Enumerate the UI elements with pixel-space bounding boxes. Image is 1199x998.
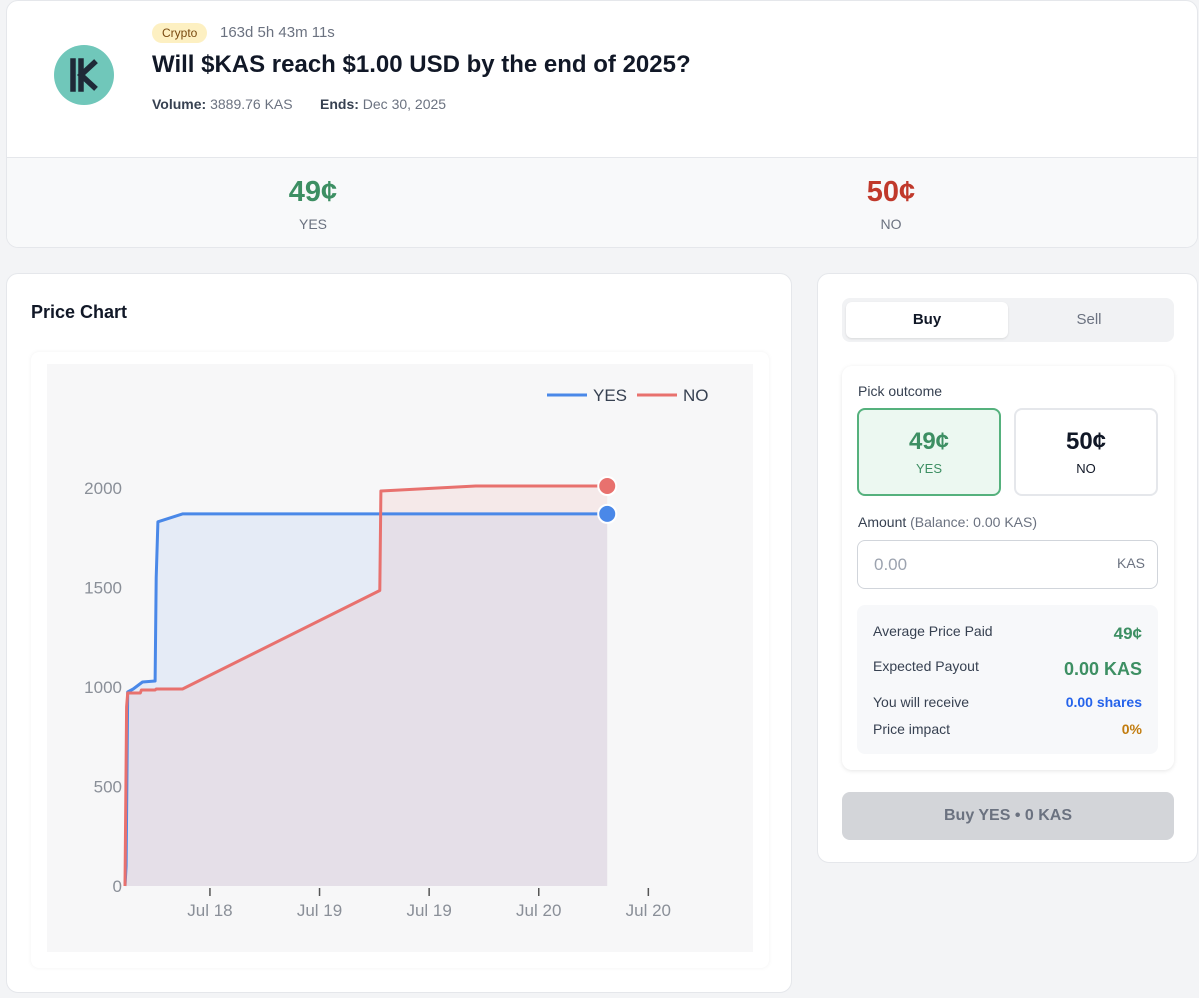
receive-label: You will receive: [873, 694, 969, 710]
buy-sell-tabs: Buy Sell: [842, 298, 1174, 342]
price-chart-card: Price Chart 0 500 1000 1500 2000 Jul 18 Jul 19…: [6, 273, 792, 993]
series-area-yes: [125, 513, 608, 886]
y-tick-label: 2000: [84, 479, 122, 498]
avg-price-value: 49¢: [1113, 624, 1142, 643]
legend-label-yes: YES: [593, 386, 627, 405]
volume-label: Volume:: [152, 96, 207, 112]
amount-label-row: Amount (Balance: 0.00 KAS): [858, 514, 1037, 530]
series-line-no: [123, 484, 608, 887]
x-tick-label: Jul 20: [516, 901, 561, 920]
volume-info: Volume: 3889.76 KAS: [152, 96, 293, 112]
kaspa-logo-icon: [54, 45, 114, 105]
end-date-info: Ends: Dec 30, 2025: [320, 96, 446, 112]
countdown-timer: 163d 5h 43m 11s: [220, 24, 335, 41]
market-header-card: Crypto 163d 5h 43m 11s Will $KAS reach $…: [6, 0, 1198, 248]
outcome-no-price: 50¢: [1065, 428, 1107, 455]
yes-label: YES: [298, 216, 327, 232]
outcome-yes-button[interactable]: 49¢ YES: [857, 408, 1001, 496]
payout-value: 0.00 KAS: [1063, 659, 1142, 679]
order-form: Pick outcome 49¢ YES 50¢ NO Amount (Bala…: [842, 366, 1174, 770]
y-tick-label: 0: [113, 877, 122, 896]
order-summary: Average Price Paid 49¢ Expected Payout 0…: [857, 605, 1158, 754]
tab-sell[interactable]: Sell: [1076, 311, 1102, 328]
balance-label: (Balance: 0.00 KAS): [910, 514, 1037, 530]
category-badge[interactable]: Crypto: [152, 23, 208, 43]
no-price: 50¢: [866, 176, 916, 208]
market-question: Will $KAS reach $1.00 USD by the end of …: [152, 51, 691, 78]
chart-plot-background: [47, 364, 753, 952]
outcome-no-label: NO: [1076, 461, 1096, 476]
amount-field[interactable]: KAS: [857, 540, 1158, 589]
impact-value: 0%: [1121, 721, 1142, 737]
yes-price: 49¢: [288, 176, 338, 208]
chart-title: Price Chart: [31, 302, 128, 322]
outcome-no-button[interactable]: 50¢ NO: [1014, 408, 1158, 496]
amount-unit: KAS: [1116, 555, 1145, 571]
price-summary-strip: 49¢ YES 50¢ NO: [7, 157, 1197, 247]
avg-price-label: Average Price Paid: [873, 623, 993, 639]
series-area-no: [125, 486, 608, 886]
receive-value: 0.00 shares: [1065, 694, 1142, 710]
pick-outcome-label: Pick outcome: [858, 383, 943, 399]
ends-label: Ends:: [320, 96, 359, 112]
price-chart[interactable]: 0 500 1000 1500 2000 Jul 18 Jul 19 Jul 19 Jul 20…: [31, 352, 769, 968]
no-label: NO: [880, 216, 902, 232]
series-endpoint-no: [597, 476, 618, 497]
buy-submit-button[interactable]: Buy YES • 0 KAS: [842, 792, 1174, 840]
tab-buy[interactable]: Buy: [846, 302, 1008, 338]
trade-panel: Buy Sell Pick outcome 49¢ YES 50¢ NO Amo…: [817, 273, 1198, 863]
chart-container: 0 500 1000 1500 2000 Jul 18 Jul 19 Jul 19 Jul 20…: [31, 352, 769, 968]
amount-label: Amount: [858, 514, 907, 530]
x-tick-label: Jul 19: [297, 901, 342, 920]
ends-value: Dec 30, 2025: [362, 96, 447, 112]
impact-label: Price impact: [873, 721, 951, 737]
x-tick-label: Jul 18: [187, 901, 232, 920]
y-tick-label: 1500: [84, 579, 122, 598]
legend-label-no: NO: [683, 386, 709, 405]
payout-label: Expected Payout: [873, 658, 979, 674]
outcome-yes-label: YES: [915, 461, 942, 476]
outcome-yes-price: 49¢: [908, 428, 950, 455]
volume-value: 3889.76 KAS: [210, 96, 293, 112]
amount-input[interactable]: [874, 555, 1094, 575]
series-endpoint-yes: [597, 503, 618, 524]
y-tick-label: 500: [94, 778, 122, 797]
x-tick-label: Jul 19: [406, 901, 451, 920]
x-tick-label: Jul 20: [626, 901, 671, 920]
y-tick-label: 1000: [84, 678, 122, 697]
